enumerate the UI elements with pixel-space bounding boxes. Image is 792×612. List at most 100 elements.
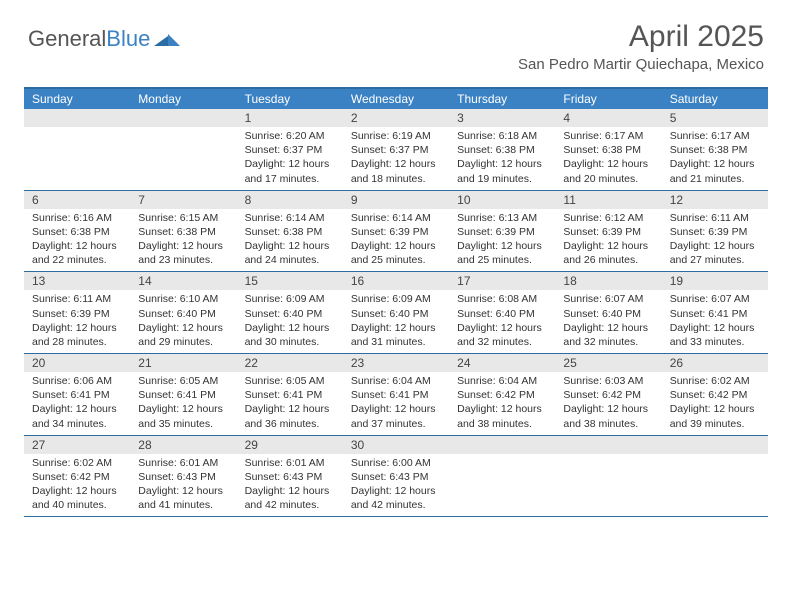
day-day2: and 42 minutes. [351,498,441,512]
day-day1: Daylight: 12 hours [245,321,335,335]
day-number: 10 [449,191,555,209]
day-cell: 24Sunrise: 6:04 AMSunset: 6:42 PMDayligh… [449,354,555,435]
logo-part1: General [28,26,106,51]
day-number: 20 [24,354,130,372]
day-body: Sunrise: 6:16 AMSunset: 6:38 PMDaylight:… [24,209,130,272]
day-sunset: Sunset: 6:40 PM [138,307,228,321]
day-day2: and 17 minutes. [245,172,335,186]
day-sunset: Sunset: 6:42 PM [563,388,653,402]
day-cell: 18Sunrise: 6:07 AMSunset: 6:40 PMDayligh… [555,272,661,353]
day-cell [130,109,236,190]
day-day1: Daylight: 12 hours [245,484,335,498]
day-body: Sunrise: 6:13 AMSunset: 6:39 PMDaylight:… [449,209,555,272]
logo-mark-icon [154,28,180,51]
day-sunrise: Sunrise: 6:02 AM [32,456,122,470]
day-body [449,454,555,514]
day-cell: 29Sunrise: 6:01 AMSunset: 6:43 PMDayligh… [237,436,343,517]
day-body: Sunrise: 6:06 AMSunset: 6:41 PMDaylight:… [24,372,130,435]
day-body: Sunrise: 6:15 AMSunset: 6:38 PMDaylight:… [130,209,236,272]
day-number: 7 [130,191,236,209]
day-body: Sunrise: 6:20 AMSunset: 6:37 PMDaylight:… [237,127,343,190]
day-sunrise: Sunrise: 6:13 AM [457,211,547,225]
day-day1: Daylight: 12 hours [351,321,441,335]
day-number: 26 [662,354,768,372]
day-day2: and 32 minutes. [457,335,547,349]
day-day1: Daylight: 12 hours [32,402,122,416]
day-sunset: Sunset: 6:38 PM [245,225,335,239]
day-number [555,436,661,454]
day-cell: 22Sunrise: 6:05 AMSunset: 6:41 PMDayligh… [237,354,343,435]
day-sunrise: Sunrise: 6:18 AM [457,129,547,143]
day-sunrise: Sunrise: 6:04 AM [457,374,547,388]
day-number [24,109,130,127]
day-cell: 12Sunrise: 6:11 AMSunset: 6:39 PMDayligh… [662,191,768,272]
day-day2: and 42 minutes. [245,498,335,512]
dayname-thursday: Thursday [449,89,555,109]
day-sunset: Sunset: 6:41 PM [138,388,228,402]
day-cell: 14Sunrise: 6:10 AMSunset: 6:40 PMDayligh… [130,272,236,353]
dayname-wednesday: Wednesday [343,89,449,109]
day-body: Sunrise: 6:12 AMSunset: 6:39 PMDaylight:… [555,209,661,272]
day-sunrise: Sunrise: 6:07 AM [670,292,760,306]
day-number: 13 [24,272,130,290]
day-sunset: Sunset: 6:38 PM [138,225,228,239]
day-sunrise: Sunrise: 6:01 AM [245,456,335,470]
day-number: 5 [662,109,768,127]
day-sunrise: Sunrise: 6:15 AM [138,211,228,225]
day-number: 6 [24,191,130,209]
day-day2: and 24 minutes. [245,253,335,267]
day-cell [555,436,661,517]
day-day1: Daylight: 12 hours [351,239,441,253]
day-sunset: Sunset: 6:40 PM [245,307,335,321]
day-sunrise: Sunrise: 6:01 AM [138,456,228,470]
day-body: Sunrise: 6:09 AMSunset: 6:40 PMDaylight:… [343,290,449,353]
day-body [662,454,768,514]
day-sunset: Sunset: 6:41 PM [32,388,122,402]
day-sunrise: Sunrise: 6:09 AM [351,292,441,306]
dayname-sunday: Sunday [24,89,130,109]
day-day1: Daylight: 12 hours [670,321,760,335]
day-sunrise: Sunrise: 6:05 AM [245,374,335,388]
day-number: 8 [237,191,343,209]
day-cell: 25Sunrise: 6:03 AMSunset: 6:42 PMDayligh… [555,354,661,435]
day-sunset: Sunset: 6:42 PM [670,388,760,402]
day-day1: Daylight: 12 hours [245,157,335,171]
day-sunrise: Sunrise: 6:14 AM [245,211,335,225]
day-number: 19 [662,272,768,290]
day-sunrise: Sunrise: 6:03 AM [563,374,653,388]
day-sunrise: Sunrise: 6:11 AM [670,211,760,225]
day-day2: and 37 minutes. [351,417,441,431]
day-day1: Daylight: 12 hours [32,484,122,498]
day-day2: and 19 minutes. [457,172,547,186]
day-sunrise: Sunrise: 6:09 AM [245,292,335,306]
day-day2: and 29 minutes. [138,335,228,349]
day-sunrise: Sunrise: 6:06 AM [32,374,122,388]
day-sunset: Sunset: 6:39 PM [670,225,760,239]
day-number: 12 [662,191,768,209]
day-sunset: Sunset: 6:37 PM [245,143,335,157]
day-day2: and 21 minutes. [670,172,760,186]
logo: GeneralBlue [28,20,180,52]
day-cell: 15Sunrise: 6:09 AMSunset: 6:40 PMDayligh… [237,272,343,353]
day-body: Sunrise: 6:04 AMSunset: 6:41 PMDaylight:… [343,372,449,435]
day-sunset: Sunset: 6:39 PM [32,307,122,321]
day-body: Sunrise: 6:07 AMSunset: 6:41 PMDaylight:… [662,290,768,353]
day-sunset: Sunset: 6:42 PM [32,470,122,484]
week-row: 13Sunrise: 6:11 AMSunset: 6:39 PMDayligh… [24,272,768,354]
day-body: Sunrise: 6:00 AMSunset: 6:43 PMDaylight:… [343,454,449,517]
day-number: 14 [130,272,236,290]
day-cell: 6Sunrise: 6:16 AMSunset: 6:38 PMDaylight… [24,191,130,272]
day-body: Sunrise: 6:08 AMSunset: 6:40 PMDaylight:… [449,290,555,353]
week-row: 20Sunrise: 6:06 AMSunset: 6:41 PMDayligh… [24,354,768,436]
day-body: Sunrise: 6:02 AMSunset: 6:42 PMDaylight:… [24,454,130,517]
day-day2: and 26 minutes. [563,253,653,267]
day-body: Sunrise: 6:19 AMSunset: 6:37 PMDaylight:… [343,127,449,190]
day-cell: 26Sunrise: 6:02 AMSunset: 6:42 PMDayligh… [662,354,768,435]
day-cell: 4Sunrise: 6:17 AMSunset: 6:38 PMDaylight… [555,109,661,190]
day-sunset: Sunset: 6:40 PM [563,307,653,321]
day-day2: and 22 minutes. [32,253,122,267]
day-number [449,436,555,454]
week-row: 6Sunrise: 6:16 AMSunset: 6:38 PMDaylight… [24,191,768,273]
dayname-friday: Friday [555,89,661,109]
day-day2: and 28 minutes. [32,335,122,349]
